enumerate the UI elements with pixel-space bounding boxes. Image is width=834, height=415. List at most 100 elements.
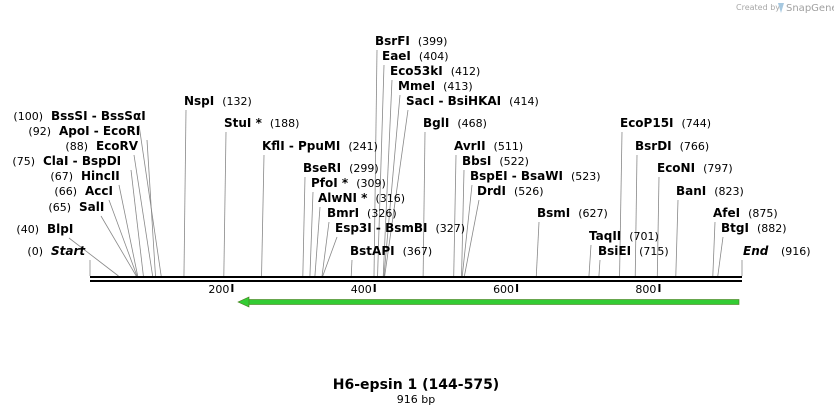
site-name-drdi: DrdI (477, 184, 506, 198)
site-pos-taqii: (701) (629, 230, 659, 243)
end-pos: (916) (781, 245, 811, 258)
site-sali[interactable]: SalI (65) (48, 200, 104, 214)
site-bsssi-bsss-i[interactable]: BssSI - BssSαI (100) (13, 109, 145, 123)
sequence-backbone (90, 276, 742, 282)
snapgene-logo-icon (778, 3, 784, 13)
ruler-label-800: 800 (635, 283, 656, 296)
leader-afei (712, 221, 716, 277)
site-pfoi[interactable]: PfoI * (309) (311, 176, 386, 190)
site-pos-econi: (797) (703, 162, 733, 175)
site-pos-bgli: (468) (457, 117, 487, 130)
construct-name: H6-epsin 1 (144-575) (333, 377, 499, 393)
site-pos-btgi: (882) (757, 222, 787, 235)
site-name-bsiei: BsiEI (598, 244, 631, 258)
site-afei[interactable]: AfeI (875) (713, 206, 778, 220)
site-stui[interactable]: StuI * (188) (224, 116, 299, 130)
site-pos-clai-bspdi: (75) (12, 155, 35, 168)
site-bseri[interactable]: BseRI (299) (303, 161, 379, 175)
site-name-eaei: EaeI (382, 49, 411, 63)
site-avrii[interactable]: AvrII (511) (454, 139, 523, 153)
leader-sali (100, 215, 137, 277)
site-pos-bsmi: (627) (578, 207, 608, 220)
site-pos-sali: (65) (48, 201, 71, 214)
site-bgli[interactable]: BglI (468) (423, 116, 487, 130)
site-esp3i-bsmbi[interactable]: Esp3I - BsmBI (327) (335, 221, 465, 235)
site-pos-kfli-ppumi: (241) (348, 140, 378, 153)
site-eco53ki[interactable]: Eco53kI (412) (390, 64, 480, 78)
site-bsiei[interactable]: BsiEI (715) (598, 244, 669, 258)
leader-eco53ki (382, 79, 393, 277)
leader-ecorv (133, 154, 154, 277)
start-marker[interactable]: Start (0) (27, 244, 86, 258)
site-acci[interactable]: AccI (66) (54, 184, 113, 198)
site-pos-bsrfi: (399) (418, 35, 448, 48)
site-pos-esp3i-bsmbi: (327) (435, 222, 465, 235)
leader-eaei (377, 64, 385, 277)
end-marker[interactable]: End (916) (743, 244, 811, 258)
site-blpi[interactable]: BlpI (40) (16, 222, 73, 236)
site-pos-afei: (875) (748, 207, 778, 220)
site-bsrdi[interactable]: BsrDI (766) (635, 139, 709, 153)
site-pos-bstapi: (367) (403, 245, 433, 258)
leader-mmei (383, 94, 401, 277)
ruler-label-600: 600 (493, 283, 514, 296)
site-name-sali: SalI (79, 200, 104, 214)
site-econi[interactable]: EcoNI (797) (657, 161, 733, 175)
site-mmei[interactable]: MmeI (413) (398, 79, 473, 93)
site-kfli-ppumi[interactable]: KflI - PpuMI (241) (262, 139, 378, 153)
site-bmri[interactable]: BmrI (326) (327, 206, 397, 220)
branding: Created by SnapGene (736, 3, 834, 14)
site-apoi-ecori[interactable]: ApoI - EcoRI (92) (28, 124, 140, 138)
site-alwni[interactable]: AlwNI * (316) (318, 191, 405, 205)
site-bbsi[interactable]: BbsI (522) (462, 154, 529, 168)
site-bani[interactable]: BanI (823) (676, 184, 744, 198)
site-name-acci: AccI (85, 184, 113, 198)
site-btgi[interactable]: BtgI (882) (721, 221, 787, 235)
construct-size: 916 bp (397, 393, 435, 406)
feature-arrow[interactable] (237, 296, 740, 308)
site-name-eco53ki: Eco53kI (390, 64, 443, 78)
site-bsmi[interactable]: BsmI (627) (537, 206, 608, 220)
site-bsrfi[interactable]: BsrFI (399) (375, 34, 447, 48)
site-pos-pfoi: (309) (356, 177, 386, 190)
site-taqii[interactable]: TaqII (701) (589, 229, 659, 243)
leader-stui (223, 131, 227, 277)
leader-bsssi-bsss-i (138, 124, 162, 277)
site-ecop15i[interactable]: EcoP15I (744) (620, 116, 711, 130)
leader-pfoi (309, 191, 314, 277)
leader-kfli-ppumi (261, 154, 265, 277)
leader-bani (675, 199, 679, 277)
leader-alwni (314, 206, 321, 277)
site-name-kfli-ppumi: KflI - PpuMI (262, 139, 340, 153)
site-name-btgi: BtgI (721, 221, 749, 235)
site-ecorv[interactable]: EcoRV (88) (65, 139, 138, 153)
leader-bbsi (461, 169, 465, 277)
site-pos-ecorv: (88) (65, 140, 88, 153)
site-pos-bani: (823) (714, 185, 744, 198)
site-name-avrii: AvrII (454, 139, 486, 153)
site-hincii[interactable]: HincII (67) (50, 169, 119, 183)
leader-drdi (464, 199, 480, 277)
leader-bspei-bsawi (461, 184, 473, 277)
site-clai-bspdi[interactable]: ClaI - BspDI (75) (12, 154, 121, 168)
site-name-apoi-ecori: ApoI - EcoRI (59, 124, 140, 138)
leader-ecop15i (619, 131, 623, 277)
site-name-afei: AfeI (713, 206, 740, 220)
site-saci-bsihkai[interactable]: SacI - BsiHKAI (414) (406, 94, 539, 108)
site-drdi[interactable]: DrdI (526) (477, 184, 544, 198)
site-eaei[interactable]: EaeI (404) (382, 49, 449, 63)
site-name-bsrdi: BsrDI (635, 139, 672, 153)
start-label: Start (51, 244, 86, 258)
site-name-bani: BanI (676, 184, 706, 198)
site-pos-bmri: (326) (367, 207, 397, 220)
site-nspi[interactable]: NspI (132) (184, 94, 252, 108)
site-bstapi[interactable]: BstAPI (367) (350, 244, 432, 258)
leader-clai-bspdi (130, 169, 144, 277)
site-pos-bsiei: (715) (639, 245, 669, 258)
site-bspei-bsawi[interactable]: BspEI - BsaWI (523) (470, 169, 601, 183)
site-name-hincii: HincII (81, 169, 120, 183)
site-pos-bsssi-bsss-i: (100) (13, 110, 43, 123)
site-pos-bseri: (299) (349, 162, 379, 175)
map-title-block: H6-epsin 1 (144-575) 916 bp (333, 377, 499, 406)
app-name-text: SnapGene (786, 3, 834, 14)
